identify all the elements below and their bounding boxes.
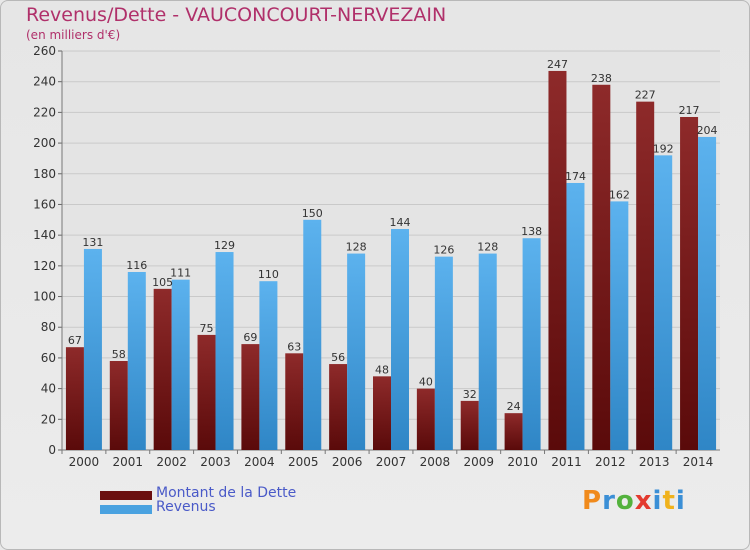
bar-dette [285, 353, 304, 450]
y-tick-label: 20 [41, 412, 56, 426]
data-label-revenus: 129 [214, 239, 235, 252]
data-label-revenus: 116 [126, 259, 147, 272]
data-label-revenus: 110 [258, 268, 279, 281]
legend-swatch-revenus [100, 505, 152, 514]
data-label-dette: 32 [463, 388, 477, 401]
data-label-revenus: 162 [609, 188, 630, 201]
y-tick-label: 100 [33, 290, 56, 304]
bar-dette [153, 288, 172, 450]
data-label-dette: 227 [635, 89, 656, 102]
y-tick-label: 0 [48, 443, 56, 457]
data-label-dette: 217 [679, 104, 700, 117]
data-label-dette: 40 [419, 376, 433, 389]
x-tick-label: 2009 [463, 455, 494, 469]
bar-revenus [391, 229, 409, 450]
x-tick-label: 2014 [683, 455, 714, 469]
y-tick-label: 240 [33, 75, 56, 89]
x-tick-label: 2000 [69, 455, 100, 469]
bar-revenus [610, 201, 629, 450]
y-tick-label: 140 [33, 228, 56, 242]
data-label-dette: 63 [287, 340, 301, 353]
proxiti-logo: Proxiti [582, 486, 686, 516]
legend-swatch-dette [100, 491, 152, 500]
bar-dette [416, 388, 435, 450]
data-label-dette: 247 [547, 58, 568, 71]
bar-revenus [698, 136, 717, 450]
y-tick-label: 120 [33, 259, 56, 273]
data-label-dette: 58 [112, 348, 126, 361]
y-tick-label: 260 [33, 44, 56, 58]
bar-revenus [259, 281, 278, 450]
bar-dette [373, 376, 391, 450]
data-label-revenus: 144 [390, 216, 411, 229]
y-tick-label: 40 [41, 382, 56, 396]
legend-label-revenus: Revenus [156, 499, 216, 515]
bar-revenus [171, 279, 190, 450]
data-label-revenus: 126 [433, 244, 454, 257]
data-label-revenus: 128 [346, 241, 367, 254]
x-tick-label: 2005 [288, 455, 319, 469]
data-label-revenus: 111 [170, 267, 191, 280]
data-label-revenus: 204 [697, 124, 718, 137]
legend-label-dette: Montant de la Dette [156, 485, 297, 501]
x-tick-label: 2006 [332, 455, 363, 469]
x-tick-label: 2003 [200, 455, 231, 469]
bar-dette [548, 70, 567, 450]
data-label-dette: 105 [152, 276, 173, 289]
bar-dette [241, 344, 260, 450]
data-label-revenus: 138 [521, 225, 542, 238]
bar-dette [592, 84, 611, 450]
bar-revenus [215, 252, 234, 450]
chart-subtitle: (en milliers d'€) [26, 28, 121, 42]
bar-dette [329, 364, 348, 450]
y-tick-label: 180 [33, 167, 56, 181]
bar-revenus [522, 238, 541, 450]
bar-revenus [83, 248, 102, 450]
data-label-dette: 67 [68, 334, 82, 347]
x-tick-label: 2007 [376, 455, 407, 469]
x-tick-label: 2011 [551, 455, 582, 469]
data-label-dette: 238 [591, 72, 612, 85]
data-label-revenus: 174 [565, 170, 586, 183]
x-tick-label: 2008 [420, 455, 451, 469]
data-label-revenus: 131 [82, 236, 103, 249]
bar-revenus [478, 253, 497, 450]
y-tick-label: 160 [33, 197, 56, 211]
bar-revenus [654, 155, 673, 450]
y-tick-label: 200 [33, 136, 56, 150]
data-label-dette: 75 [200, 322, 214, 335]
y-tick-label: 220 [33, 105, 56, 119]
x-tick-label: 2013 [639, 455, 670, 469]
data-label-dette: 48 [375, 363, 389, 376]
bar-dette [109, 360, 128, 450]
x-tick-label: 2002 [156, 455, 187, 469]
x-tick-label: 2012 [595, 455, 626, 469]
data-label-dette: 24 [507, 400, 521, 413]
bar-dette [504, 413, 523, 450]
bar-revenus [127, 271, 146, 450]
x-tick-label: 2004 [244, 455, 275, 469]
y-tick-label: 60 [41, 351, 56, 365]
data-label-revenus: 192 [653, 142, 674, 155]
x-tick-label: 2010 [507, 455, 538, 469]
bar-revenus [347, 253, 366, 450]
bar-dette [460, 400, 479, 450]
x-tick-label: 2001 [113, 455, 144, 469]
bar-revenus [303, 219, 322, 450]
data-label-revenus: 150 [302, 207, 323, 220]
bar-revenus [434, 256, 453, 450]
bar-dette [65, 347, 84, 450]
data-label-dette: 69 [243, 331, 257, 344]
bar-dette [680, 116, 699, 450]
bar-dette [636, 101, 655, 451]
chart-title: Revenus/Dette - VAUCONCOURT-NERVEZAIN [26, 4, 447, 26]
data-label-dette: 56 [331, 351, 345, 364]
bar-revenus [566, 182, 585, 450]
data-label-revenus: 128 [477, 241, 498, 254]
bar-dette [197, 334, 216, 450]
y-tick-label: 80 [41, 320, 56, 334]
